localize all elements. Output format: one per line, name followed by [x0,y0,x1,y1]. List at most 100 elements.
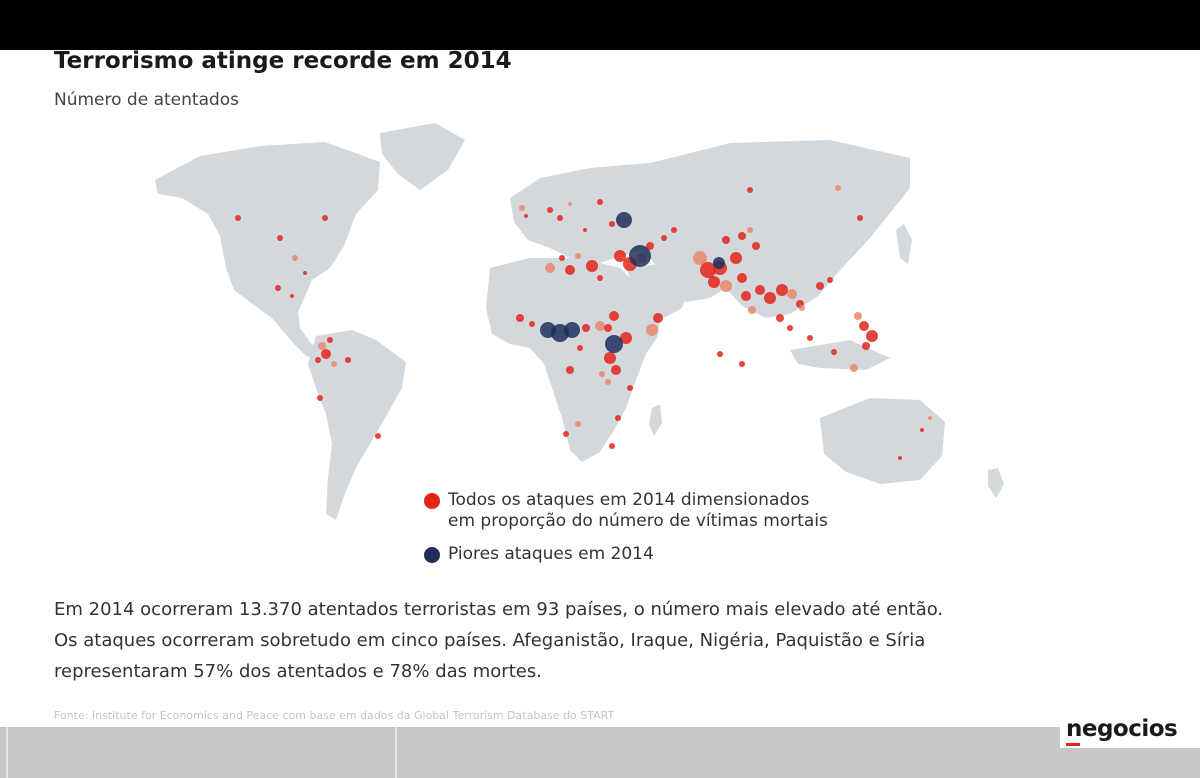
attack-marker [568,202,572,206]
attack-marker [866,330,878,342]
attack-marker [331,361,337,367]
legend-attacks-line1: Todos os ataques em 2014 dimensionados [448,490,810,510]
attack-marker [857,215,863,221]
page-title: Terrorismo atinge recorde em 2014 [54,48,512,74]
attack-marker [303,271,307,275]
attack-marker [738,232,746,240]
attack-marker [292,255,298,261]
attack-marker [321,349,331,359]
attack-marker [816,282,824,290]
attack-marker [516,314,524,322]
worst-attack-marker [564,322,580,338]
attack-marker [646,242,654,250]
greenland-shape [380,123,465,190]
attack-marker [827,277,833,283]
attack-marker [565,265,575,275]
attack-marker [850,364,858,372]
attack-marker [563,431,569,437]
attack-marker [787,325,793,331]
attack-marker [327,337,333,343]
madagascar-shape [649,404,662,436]
bottom-bar [0,727,1200,778]
attack-marker [597,275,603,281]
attack-marker [717,351,723,357]
attack-marker [661,235,667,241]
attack-marker [604,324,612,332]
worst-attack-marker [605,335,623,353]
attack-marker [854,312,862,320]
attack-marker [317,395,323,401]
arabia-shape [626,264,690,320]
south-america-shape [308,330,406,520]
legend-attacks-text: Todos os ataques em 2014 dimensionados e… [448,490,828,532]
attack-marker [604,352,616,364]
summary-line-3: representaram 57% dos atentados e 78% da… [54,661,542,682]
worst-attack-marker [629,245,651,267]
page-subtitle: Número de atentados [54,90,240,110]
attack-marker [614,250,626,262]
japan-shape [896,224,912,264]
attack-marker [764,292,776,304]
attack-marker [700,262,716,278]
attack-markers [235,185,932,460]
worst-attack-markers [540,212,725,353]
attack-marker [862,342,870,350]
legend-item-attacks: Todos os ataques em 2014 dimensionados e… [424,490,828,532]
attack-marker [586,260,598,272]
bottom-bar-divider [395,727,397,778]
attack-marker [605,379,611,385]
attack-marker [776,284,788,296]
attack-marker [646,324,658,336]
red-dot-icon [424,493,440,509]
attack-marker [920,428,924,432]
attack-marker [737,273,747,283]
attack-marker [787,289,797,299]
attack-marker [315,357,321,363]
worst-attack-marker [713,257,725,269]
attack-marker [597,199,603,205]
attack-marker [739,361,745,367]
attack-marker [545,263,555,273]
bottom-bar-divider [6,727,8,778]
attack-marker [375,433,381,439]
attack-marker [322,215,328,221]
attack-marker [609,443,615,449]
attack-marker [566,366,574,374]
attack-marker [611,365,621,375]
brand-logo: negocios [1066,716,1178,742]
attack-marker [748,306,756,314]
attack-marker [547,207,553,213]
legend-attacks-line2: em proporção do número de vítimas mortai… [448,511,828,531]
attack-marker [898,456,902,460]
attack-marker [559,255,565,261]
attack-marker [807,335,813,341]
attack-marker [835,185,841,191]
map-legend: Todos os ataques em 2014 dimensionados e… [424,490,828,577]
attack-marker [519,205,525,211]
attack-marker [575,421,581,427]
attack-marker [529,321,535,327]
attack-marker [524,214,528,218]
attack-marker [708,276,720,288]
attack-marker [577,345,583,351]
attack-marker [720,280,732,292]
north-america-shape [155,142,380,362]
attack-marker [722,236,730,244]
worst-attack-marker [616,212,632,228]
legend-item-worst: Piores ataques em 2014 [424,544,828,565]
source-note: Fonte: Institute for Economics and Peace… [54,709,615,722]
attack-marker [599,371,605,377]
attack-marker [752,242,760,250]
attack-marker [831,349,837,355]
legend-worst-label: Piores ataques em 2014 [448,544,654,564]
summary-line-2: Os ataques ocorreram sobretudo em cinco … [54,630,926,651]
europe-shape [510,163,690,263]
attack-marker [582,324,590,332]
attack-marker [928,416,932,420]
brand-background [1060,714,1200,748]
attack-marker [671,227,677,233]
attack-marker [653,313,663,323]
attack-marker [776,314,784,322]
attack-marker [627,385,633,391]
attack-marker [615,415,621,421]
